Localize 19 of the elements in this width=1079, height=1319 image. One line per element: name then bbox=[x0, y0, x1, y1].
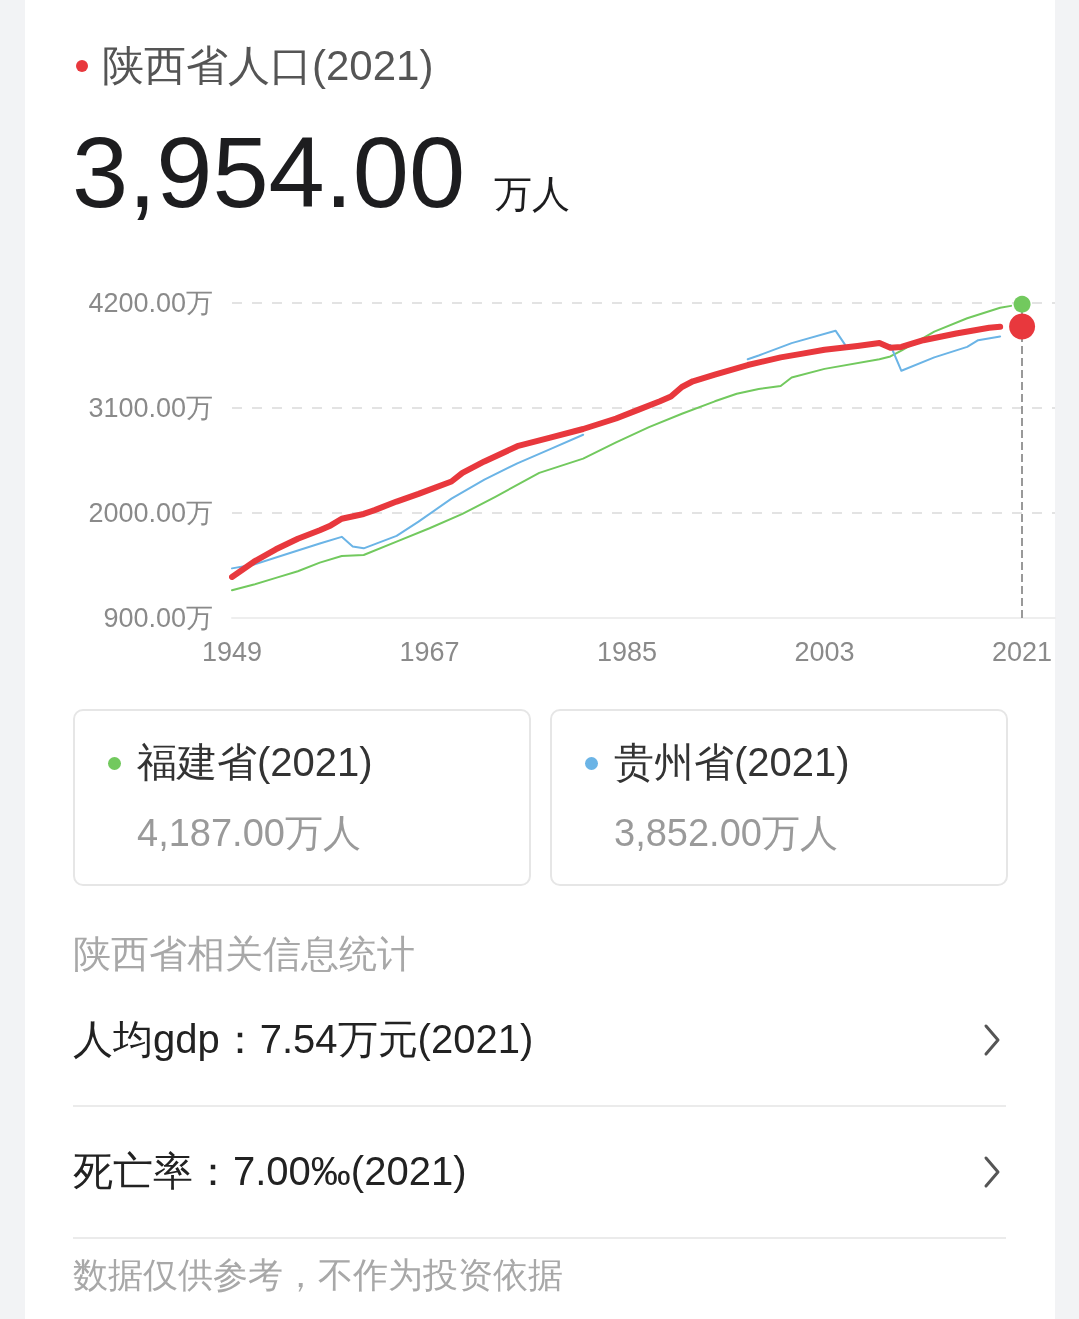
x-tick-label: 2003 bbox=[794, 636, 855, 667]
y-tick-label: 3100.00万 bbox=[88, 393, 213, 423]
x-tick-label: 2021 bbox=[992, 636, 1053, 667]
legend-label: 贵州省(2021) bbox=[614, 739, 850, 786]
y-tick-label: 2000.00万 bbox=[88, 498, 213, 528]
y-tick-label: 900.00万 bbox=[103, 603, 213, 633]
y-tick-label: 4200.00万 bbox=[88, 288, 213, 318]
text: 4,187.00万人 bbox=[137, 811, 361, 856]
text: 3,852.00万人 bbox=[614, 811, 838, 856]
text: 人均gdp：7.54万元(2021) bbox=[73, 1016, 534, 1063]
chart-title: 陕西省人口(2021) bbox=[102, 41, 434, 91]
text: 数据仅供参考，不作为投资依据 bbox=[73, 1254, 563, 1296]
chart-subtitle: 3,954.00 万人 bbox=[72, 116, 570, 228]
legend-label: 福建省(2021) bbox=[137, 739, 373, 786]
x-tick-label: 1949 bbox=[201, 636, 263, 667]
text: 陕西省相关信息统计 bbox=[73, 932, 415, 977]
x-tick-label: 1967 bbox=[399, 636, 460, 667]
text: 死亡率：7.00‰(2021) bbox=[73, 1148, 467, 1195]
x-tick-label: 1985 bbox=[597, 636, 658, 667]
